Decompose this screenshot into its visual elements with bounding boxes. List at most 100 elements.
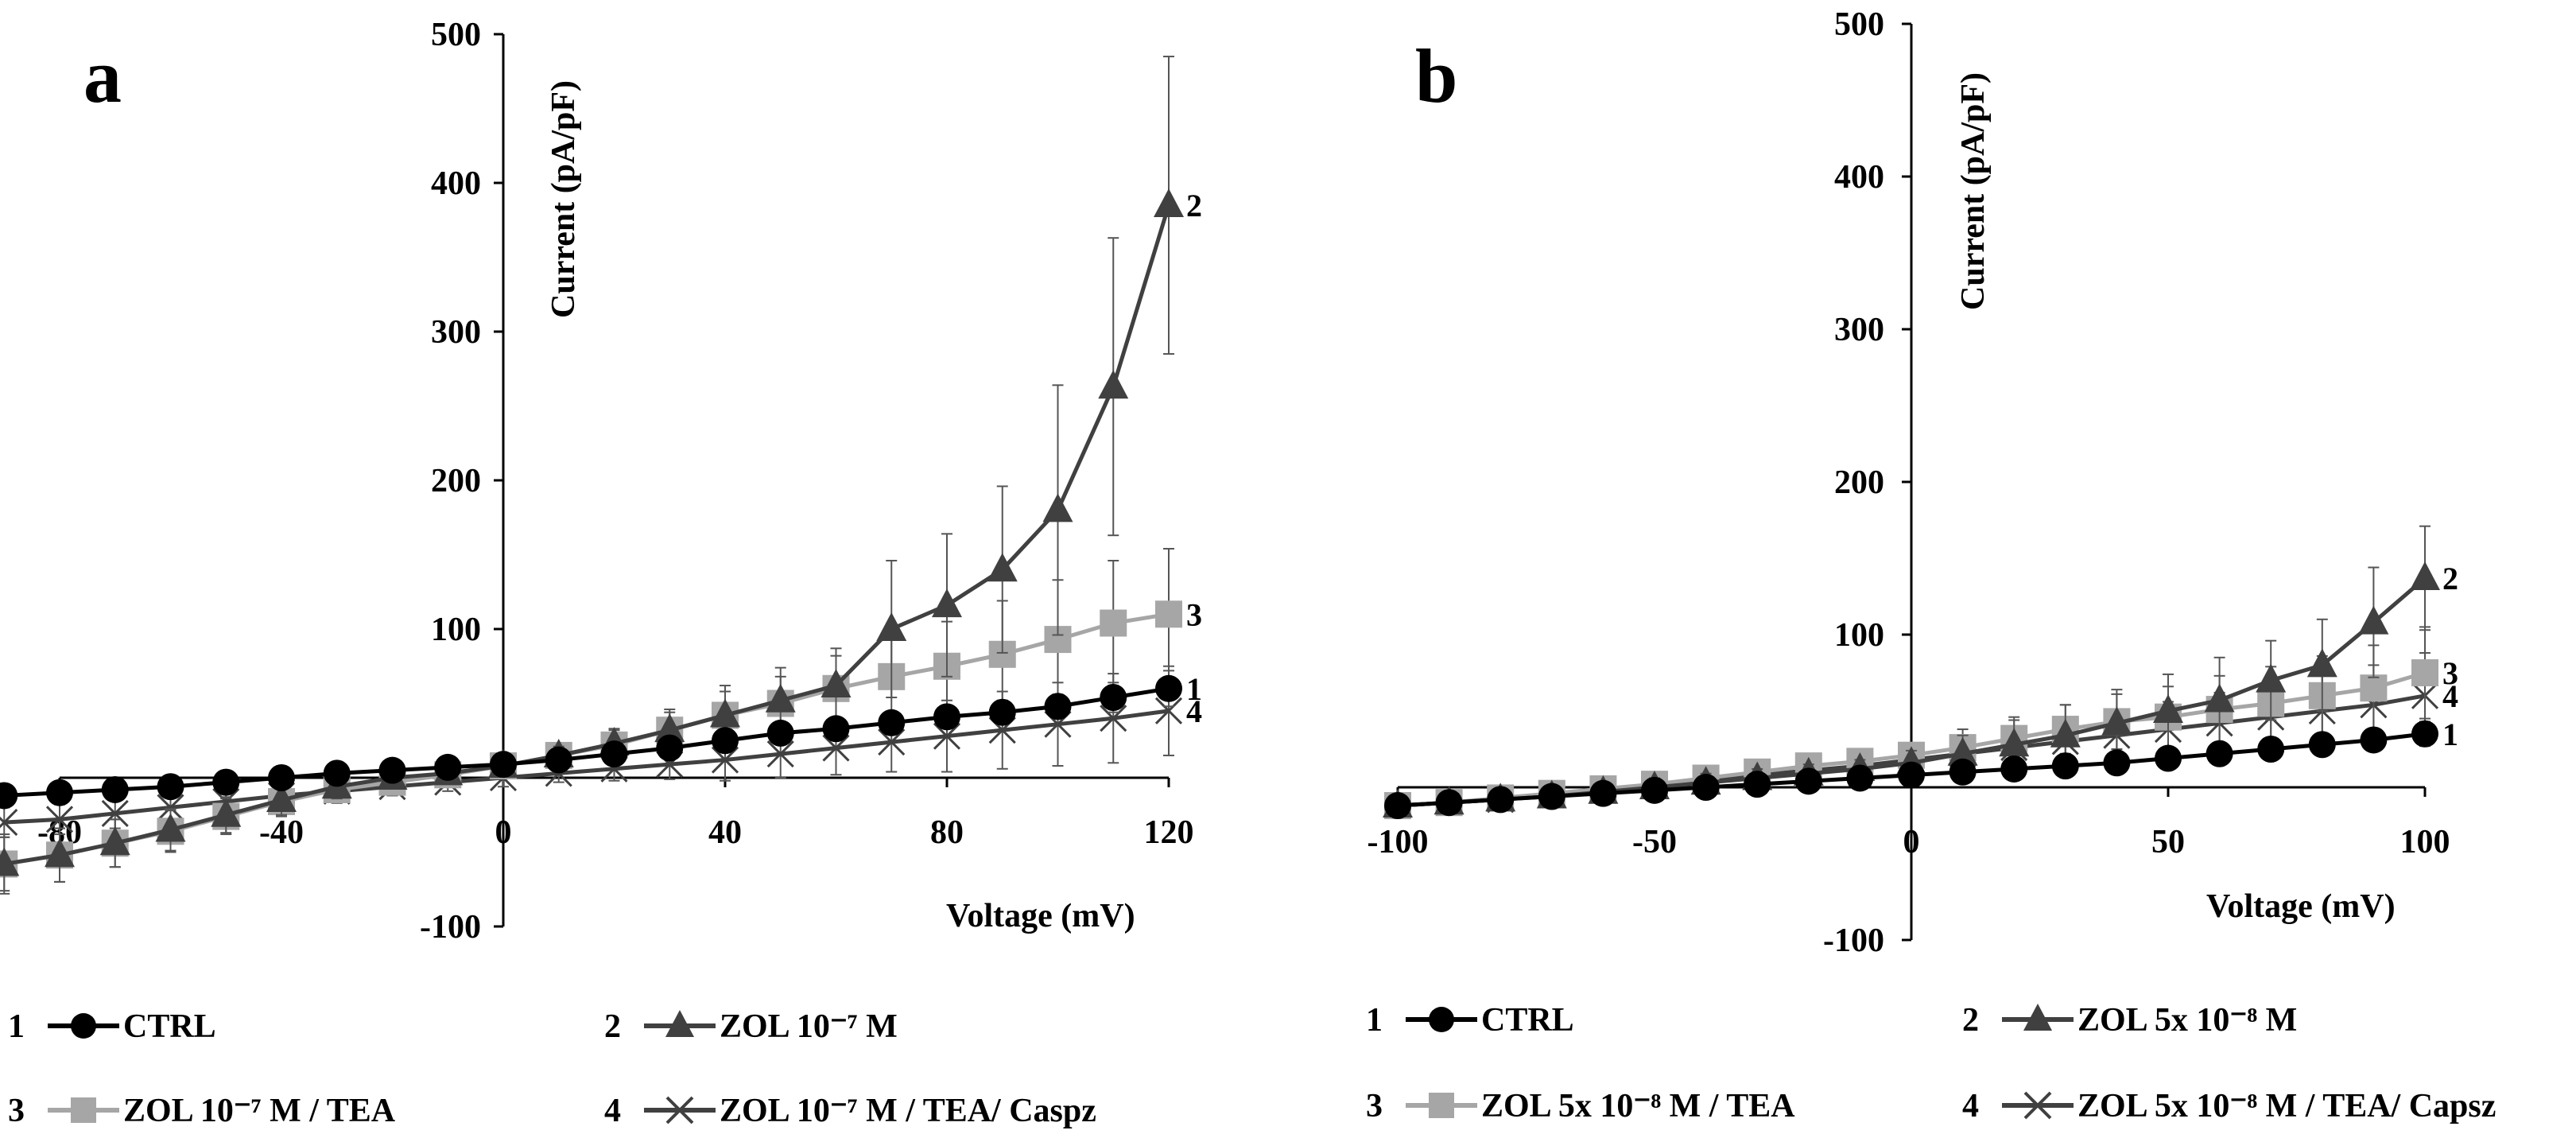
legend-marker [665, 1010, 694, 1037]
legend-number: 1 [1366, 1002, 1383, 1039]
data-point [323, 759, 351, 787]
series-1: 1 [0, 670, 1202, 810]
data-point [1435, 789, 1463, 817]
legend-marker [71, 1013, 96, 1039]
data-point [1044, 693, 1072, 720]
data-point [211, 798, 242, 827]
data-point [45, 838, 75, 868]
legend-number: 2 [1962, 1002, 1979, 1039]
legend-item-4: 4 ZOL 5x 10⁻⁸ M / TEA/ Capsz [1962, 1088, 2496, 1124]
legend-label: ZOL 10⁻⁷ M / TEA/ Caspz [720, 1093, 1096, 1129]
data-point [1692, 774, 1720, 801]
data-point [1155, 600, 1182, 628]
legend-label: ZOL 5x 10⁻⁸ M / TEA/ Capsz [2077, 1088, 2496, 1124]
y-tick-label: 500 [431, 17, 481, 53]
panel-a-ylabel: Current (pA/pF) [545, 80, 582, 318]
legend-marker [2023, 1091, 2052, 1120]
series-end-label: 3 [2442, 655, 2458, 691]
data-point [766, 740, 794, 768]
data-point [656, 734, 684, 762]
series-end-label: 3 [1186, 596, 1202, 632]
legend-item-4: 4 ZOL 10⁻⁷ M / TEA/ Caspz [604, 1093, 1096, 1129]
data-point [932, 588, 962, 618]
data-point [266, 783, 297, 813]
y-tick-label: 100 [1834, 617, 1884, 654]
data-point [822, 715, 850, 743]
data-point [2206, 740, 2233, 767]
data-point [878, 728, 906, 756]
data-point [2204, 683, 2235, 713]
x-tick-label: 0 [1903, 824, 1920, 860]
data-point [434, 753, 462, 781]
x-tick-label: 80 [930, 814, 964, 851]
legend-marker [71, 1097, 96, 1123]
legend-label: ZOL 5x 10⁻⁸ M / TEA [1481, 1088, 1795, 1124]
data-point [155, 813, 186, 842]
data-point [1100, 705, 1127, 732]
series-line [4, 709, 1170, 825]
y-tick-label: 400 [1834, 159, 1884, 196]
data-point [378, 756, 406, 784]
series-end-label: 2 [2442, 561, 2458, 596]
data-point [2155, 744, 2182, 772]
data-point [1100, 684, 1127, 712]
legend-number: 4 [1962, 1088, 1979, 1124]
panel-a-xlabel: Voltage (mV) [946, 898, 1135, 934]
y-tick-label: -100 [1823, 922, 1884, 959]
data-point [157, 773, 184, 801]
data-point [822, 734, 850, 762]
y-tick-label: 400 [431, 165, 481, 202]
data-point [46, 779, 73, 806]
y-tick-label: 500 [1834, 6, 1884, 43]
data-point [101, 799, 129, 827]
data-point [2257, 736, 2285, 763]
legend-label: ZOL 10⁻⁷ M / TEA [123, 1093, 396, 1129]
data-point [545, 746, 572, 774]
data-point [987, 553, 1018, 582]
x-tick-label: -40 [259, 814, 304, 851]
data-point [933, 722, 961, 750]
data-point [157, 794, 184, 821]
data-point [0, 782, 18, 810]
legend-label: ZOL 5x 10⁻⁸ M [2077, 1002, 2297, 1039]
data-point [2051, 752, 2079, 780]
data-point [268, 764, 295, 791]
legend-marker [2023, 1004, 2052, 1031]
data-point [2411, 720, 2438, 748]
data-point [2360, 726, 2388, 754]
data-point [1100, 609, 1127, 637]
data-point [1794, 767, 1822, 795]
x-tick-label: 40 [708, 814, 742, 851]
x-tick-label: -50 [1632, 824, 1677, 860]
panel-b-series: 43 2 1 [1383, 525, 2458, 820]
panel-b-ylabel: Current (pA/pF) [1955, 72, 1992, 310]
data-point [1538, 783, 1565, 810]
data-point [1641, 776, 1668, 804]
data-point [1384, 792, 1411, 820]
legend-marker [1429, 1093, 1454, 1118]
legend-item-2: 2 ZOL 5x 10⁻⁸ M [1962, 1002, 2297, 1039]
series-line [3, 204, 1171, 866]
data-point [0, 809, 18, 837]
data-point [878, 709, 906, 736]
x-tick-label: 120 [1144, 814, 1194, 851]
data-point [766, 719, 794, 747]
x-tick-label: 100 [2400, 824, 2450, 860]
data-point [2153, 694, 2183, 723]
data-point [1487, 786, 1515, 814]
series-end-label: 4 [1186, 693, 1202, 729]
series-2: 2 [0, 56, 1202, 892]
series-end-label: 1 [2442, 717, 2458, 752]
data-point [2308, 731, 2336, 759]
legend-number: 3 [1366, 1088, 1383, 1124]
legend-number: 2 [604, 1008, 621, 1045]
data-point [99, 826, 130, 856]
data-point [1744, 771, 1771, 798]
x-tick-label: 0 [495, 814, 512, 851]
x-tick-label: -100 [1368, 824, 1429, 860]
y-tick-label: 200 [431, 463, 481, 499]
data-point [2358, 605, 2389, 635]
